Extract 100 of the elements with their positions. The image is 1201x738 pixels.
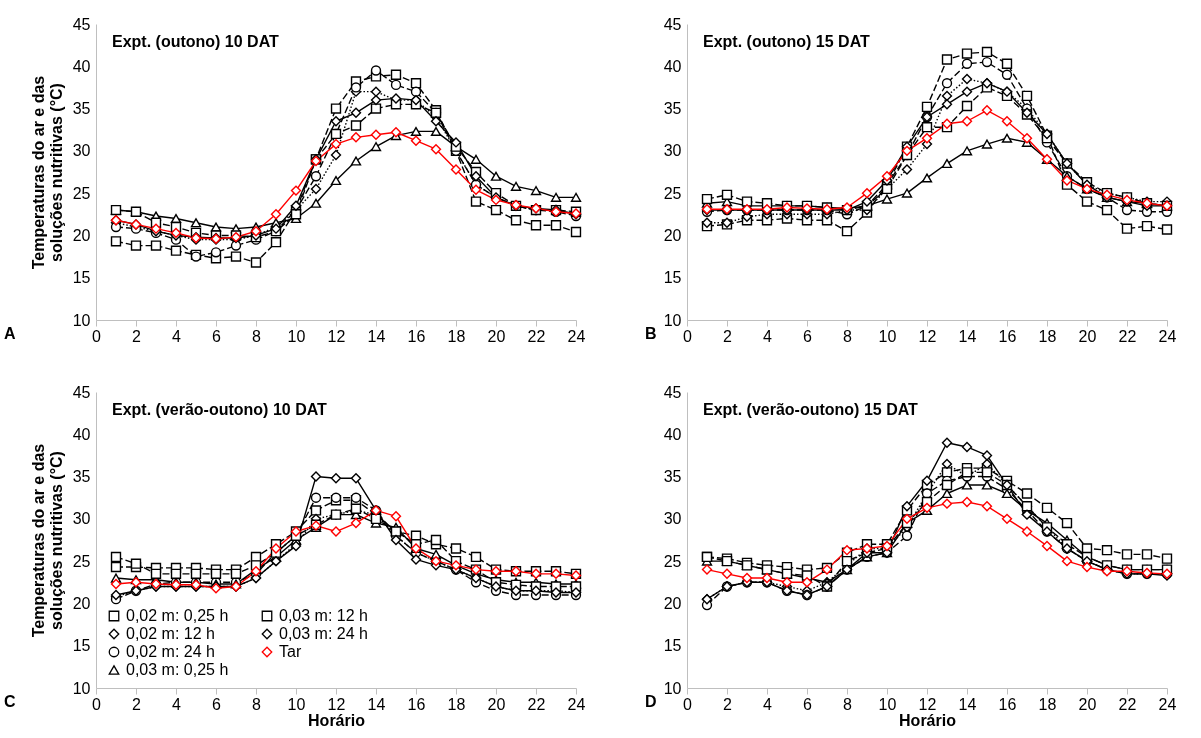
x-tick-label: 18: [447, 327, 466, 345]
text: Expt. (verão-outono) 10 DAT: [112, 401, 328, 418]
x-tick-label: 16: [998, 695, 1017, 713]
y-tick-label: 10: [663, 311, 682, 329]
x-tick-label: 16: [998, 327, 1017, 345]
y-tick-label: 25: [663, 184, 682, 202]
y-tick-label: 40: [72, 425, 91, 443]
x-tick-label: 8: [252, 327, 262, 345]
text: Expt. (outono) 10 DAT: [112, 33, 280, 50]
y-tick-label: 25: [72, 184, 91, 202]
y-tick-label: 20: [72, 226, 91, 244]
y-tick-label: 15: [663, 637, 682, 655]
y-tick-label: 25: [663, 552, 682, 570]
legend-label: 0,02 m: 0,25 h: [126, 607, 229, 624]
y-tick-label: 35: [72, 100, 91, 118]
y-tick-label: 20: [663, 226, 682, 244]
x-tick-label: 4: [172, 695, 182, 713]
x-tick-label: 22: [1118, 695, 1137, 713]
x-axis-title: Horário: [899, 711, 957, 729]
y-tick-label: 45: [72, 383, 91, 401]
x-tick-label: 0: [683, 327, 693, 345]
x-tick-label: 2: [723, 695, 733, 713]
y-tick-label: 15: [72, 269, 91, 287]
x-tick-label: 24: [1158, 695, 1177, 713]
y-tick-label: 25: [72, 552, 91, 570]
y-tick-label: 40: [663, 425, 682, 443]
x-tick-label: 24: [567, 695, 586, 713]
x-tick-label: 4: [763, 327, 773, 345]
x-tick-label: 14: [367, 327, 386, 345]
y-tick-label: 45: [663, 383, 682, 401]
x-tick-label: 8: [843, 327, 853, 345]
x-tick-label: 12: [918, 695, 937, 713]
y-tick-label: 30: [72, 142, 91, 160]
x-tick-label: 2: [723, 327, 733, 345]
x-tick-label: 6: [212, 327, 222, 345]
y-tick-label: 10: [663, 679, 682, 697]
x-tick-label: 22: [527, 695, 546, 713]
y-tick-label: 10: [72, 679, 91, 697]
x-tick-label: 2: [132, 327, 142, 345]
x-tick-label: 10: [287, 695, 306, 713]
x-tick-label: 20: [487, 327, 506, 345]
x-tick-label: 14: [958, 327, 977, 345]
x-tick-label: 22: [1118, 327, 1137, 345]
y-tick-label: 20: [663, 594, 682, 612]
x-tick-label: 14: [367, 695, 386, 713]
x-tick-label: 0: [92, 695, 102, 713]
y-tick-label: 15: [72, 637, 91, 655]
x-tick-label: 6: [803, 695, 813, 713]
legend-label: 0,03 m: 0,25 h: [126, 661, 229, 678]
y-tick-label: 45: [72, 15, 91, 33]
y-tick-label: 15: [663, 269, 682, 287]
x-tick-label: 12: [327, 695, 346, 713]
x-tick-label: 24: [1158, 327, 1177, 345]
x-tick-label: 16: [407, 695, 426, 713]
x-tick-label: 16: [407, 327, 426, 345]
text: Expt. (verão-outono) 15 DAT: [703, 401, 919, 418]
text: Expt. (outono) 15 DAT: [703, 33, 871, 50]
x-tick-label: 18: [1038, 695, 1057, 713]
text: D: [645, 693, 657, 710]
x-tick-label: 24: [567, 327, 586, 345]
y-axis-title: Temperaturas do ar e das soluções nutritivas (°C): [29, 75, 65, 270]
x-tick-label: 12: [327, 327, 346, 345]
legend-label: Tar: [279, 643, 302, 660]
y-tick-label: 20: [72, 594, 91, 612]
x-tick-label: 18: [1038, 327, 1057, 345]
legend-label: 0,03 m: 24 h: [279, 625, 368, 642]
y-tick-label: 45: [663, 15, 682, 33]
x-tick-label: 8: [252, 695, 262, 713]
x-tick-label: 4: [763, 695, 773, 713]
x-tick-label: 12: [918, 327, 937, 345]
y-tick-label: 40: [72, 57, 91, 75]
x-tick-label: 22: [527, 327, 546, 345]
y-tick-label: 35: [663, 100, 682, 118]
x-axis-title: Horário: [308, 711, 366, 729]
x-tick-label: 2: [132, 695, 142, 713]
y-tick-label: 40: [663, 57, 682, 75]
text: A: [4, 325, 16, 342]
x-tick-label: 0: [92, 327, 102, 345]
legend-label: 0,02 m: 12 h: [126, 625, 215, 642]
x-tick-label: 18: [447, 695, 466, 713]
x-tick-label: 14: [958, 695, 977, 713]
x-tick-label: 10: [287, 327, 306, 345]
y-tick-label: 10: [72, 311, 91, 329]
text: C: [4, 693, 16, 710]
x-tick-label: 6: [803, 327, 813, 345]
legend-label: 0,03 m: 12 h: [279, 607, 368, 624]
x-tick-label: 20: [1078, 695, 1097, 713]
y-tick-label: 35: [72, 468, 91, 486]
x-tick-label: 4: [172, 327, 182, 345]
legend-label: 0,02 m: 24 h: [126, 643, 215, 660]
x-tick-label: 6: [212, 695, 222, 713]
x-tick-label: 20: [487, 695, 506, 713]
x-tick-label: 10: [878, 695, 897, 713]
x-tick-label: 10: [878, 327, 897, 345]
x-tick-label: 8: [843, 695, 853, 713]
y-tick-label: 30: [72, 510, 91, 528]
x-tick-label: 0: [683, 695, 693, 713]
y-tick-label: 30: [663, 142, 682, 160]
x-tick-label: 20: [1078, 327, 1097, 345]
y-tick-label: 30: [663, 510, 682, 528]
